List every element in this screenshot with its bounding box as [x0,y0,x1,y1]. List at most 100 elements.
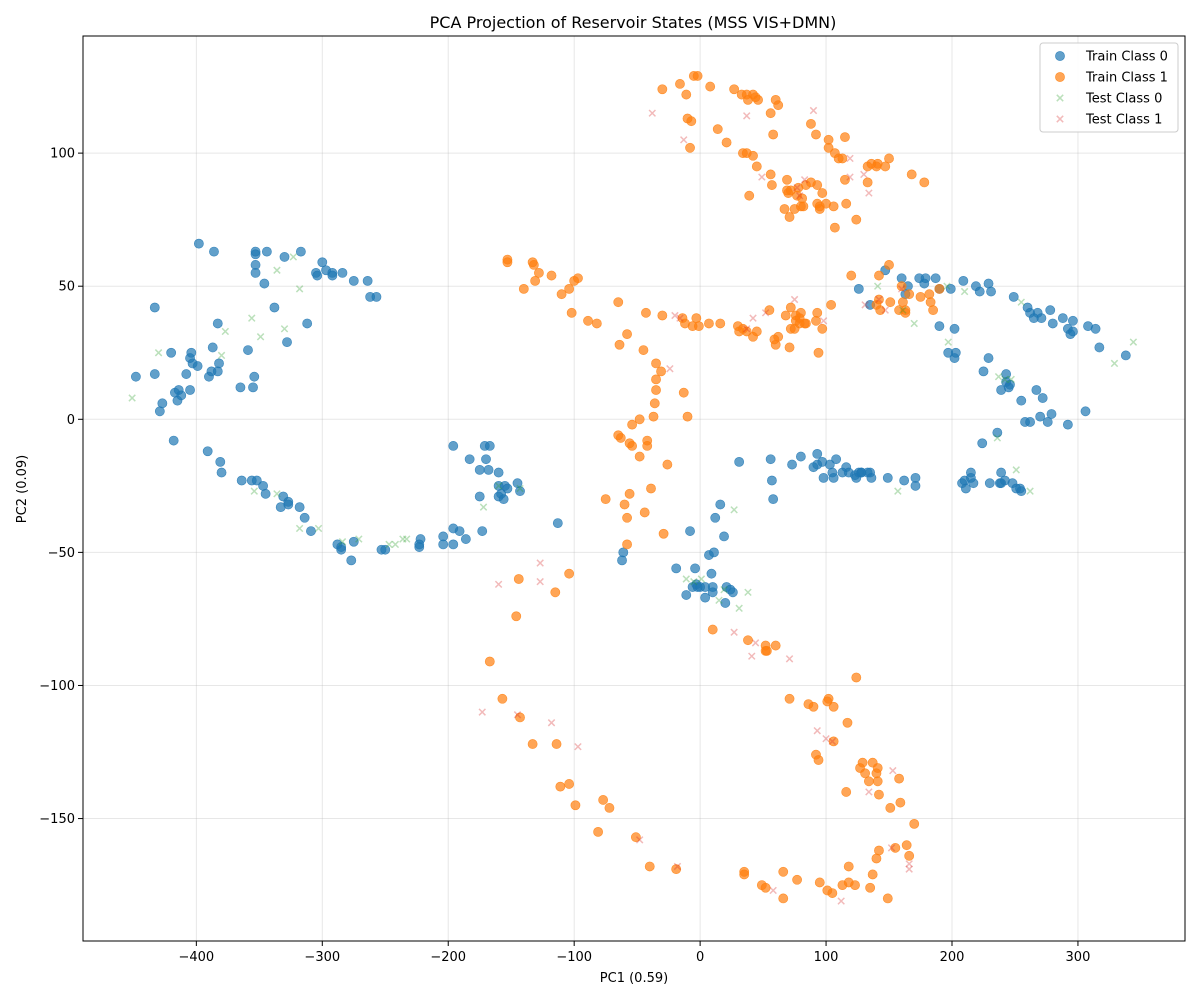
point-circle [842,717,853,728]
point-circle [692,71,703,81]
point-x [819,317,828,325]
point-circle [556,289,567,300]
point-circle [1090,323,1101,334]
point-circle [875,305,886,316]
point-circle [705,81,716,92]
point-x [873,282,882,290]
point-circle [502,254,513,265]
point-circle [546,270,557,281]
point-circle [880,161,891,172]
point-circle [814,877,825,888]
point-circle [782,185,792,196]
point-circle [741,326,752,337]
point-circle [896,281,907,292]
point-circle [828,472,839,483]
point-circle [950,347,961,358]
point-x [793,183,801,192]
point-circle [906,169,917,180]
point-circle [243,345,253,355]
point-circle [751,161,762,172]
point-x [899,306,907,314]
point-circle [949,323,960,334]
point-x [769,886,777,895]
point-circle [530,275,541,286]
point-circle [658,528,669,539]
legend-item-1: Train Class 1 [1055,71,1168,86]
point-circle [306,526,316,536]
point-circle [1046,409,1057,419]
y-axis-label: PC2 (0.09) [15,455,30,523]
point-circle [812,307,823,318]
point-circle [709,547,719,558]
point-circle [207,342,218,353]
y-tick-label: 50 [58,280,75,295]
point-circle [528,260,539,270]
point-x [795,191,804,200]
point-circle [168,435,179,446]
point-circle [851,214,862,225]
x-tick-label: −400 [178,950,214,965]
point-circle [619,499,630,510]
point-circle [1057,313,1068,324]
point-circle [1008,291,1019,302]
point-circle [551,739,562,749]
point-circle [812,448,823,459]
point-circle [968,478,979,489]
x-tick-label: −100 [556,950,592,965]
point-circle [348,275,359,286]
point-circle [484,441,495,451]
point-circle [317,257,328,268]
point-circle [149,369,160,379]
point-circle [721,137,732,148]
point-circle [236,475,247,486]
point-x [785,655,794,663]
point-x [1026,487,1034,495]
point-circle [336,544,347,555]
point-circle [662,459,673,470]
point-circle [720,598,731,608]
point-x [809,106,818,115]
point-circle [719,531,729,542]
point-circle [882,472,893,483]
x-tick-label: 300 [1066,950,1091,965]
point-x [273,490,281,498]
point-circle [251,475,262,486]
point-circle [945,283,956,294]
point-circle [282,337,292,348]
point-circle [974,286,985,297]
point-x [730,628,738,636]
point-circle [215,456,226,467]
point-circle [787,459,797,470]
point-circle [172,395,183,406]
point-x [355,535,363,543]
point-circle [738,148,748,159]
point-circle [851,672,862,683]
point-circle [380,544,391,555]
point-x [494,482,503,490]
x-axis-label: PC1 (0.59) [600,971,668,986]
point-circle [646,483,656,494]
point-circle [414,542,425,552]
point-circle [685,142,695,153]
point-circle [259,278,270,289]
point-circle [686,116,697,127]
point-circle [627,419,638,430]
axis-ticks: −400 −300 −200 −100 0 100 200 300 −150 −100 −50 0 50… [39,147,1090,965]
point-circle [767,475,777,486]
point-circle [853,283,864,294]
point-circle [806,118,816,129]
point-circle [814,204,825,214]
legend-label: Test Class 0 [1085,92,1162,107]
point-circle [1037,393,1048,403]
legend-marker [1056,115,1064,123]
point-circle [707,624,718,635]
point-circle [986,286,996,297]
point-circle [624,488,635,499]
point-circle [930,273,941,284]
plot-area-frame [82,35,1186,942]
point-x [758,173,766,181]
point-circle [515,712,525,723]
point-x [730,506,738,514]
point-circle [901,840,912,851]
